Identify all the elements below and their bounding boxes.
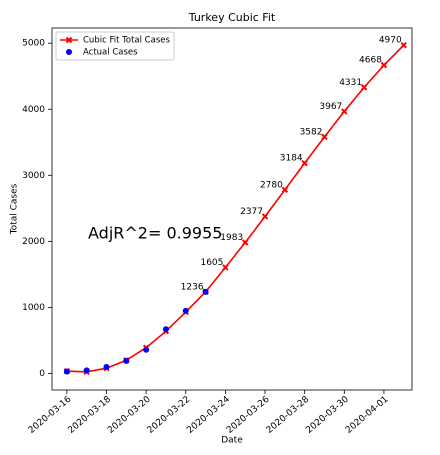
data-label: 2780 — [260, 180, 283, 190]
data-label: 1983 — [220, 233, 243, 243]
fit-marker — [360, 84, 368, 91]
fit-marker — [321, 133, 328, 141]
fit-marker — [380, 61, 388, 69]
data-label: 1236 — [181, 282, 204, 292]
annotation: AdjR^2= 0.9955 — [88, 224, 222, 243]
data-label: 4331 — [339, 78, 362, 88]
actual-point — [182, 307, 189, 314]
fit-marker — [400, 41, 407, 49]
y-tick-label: 3000 — [22, 171, 45, 181]
fit-marker — [281, 186, 289, 194]
legend-label: Actual Cases — [83, 48, 138, 58]
plot-frame — [51, 27, 413, 391]
data-label: 4668 — [359, 56, 382, 66]
x-axis-label: Date — [221, 436, 243, 446]
legend-box — [55, 31, 175, 61]
legend-label: Cubic Fit Total Cases — [83, 36, 170, 46]
fit-marker — [301, 159, 308, 167]
actual-point — [202, 288, 209, 295]
data-label: 1605 — [200, 258, 223, 268]
actual-point — [83, 367, 90, 374]
actual-point — [63, 368, 70, 375]
fit-marker — [222, 264, 229, 271]
actual-point — [143, 346, 150, 353]
actual-point — [162, 326, 169, 333]
y-axis-label: Total Cases — [10, 183, 20, 235]
x-tick-label: 2020-03-22 — [146, 395, 193, 436]
fit-marker — [261, 213, 269, 220]
y-tick-label: 0 — [39, 369, 45, 379]
legend-marker — [66, 49, 72, 55]
y-tick-label: 2000 — [22, 237, 45, 247]
y-tick-label: 4000 — [22, 105, 45, 115]
data-label: 3582 — [300, 127, 323, 137]
data-label: 2377 — [240, 207, 263, 217]
data-label: 3967 — [319, 102, 342, 112]
y-tick-label: 1000 — [22, 303, 45, 313]
data-label: 3184 — [280, 154, 303, 164]
fit-marker — [341, 108, 348, 115]
chart-title: Turkey Cubic Fit — [188, 11, 276, 24]
fit-line — [66, 44, 405, 373]
actual-point — [123, 357, 130, 364]
fit-marker — [242, 239, 249, 246]
actual-point — [103, 364, 110, 371]
y-tick-label: 5000 — [22, 39, 45, 49]
data-label: 4970 — [379, 36, 402, 46]
legend-marker — [65, 36, 73, 44]
x-tick-label: 2020-04-01 — [344, 395, 391, 436]
